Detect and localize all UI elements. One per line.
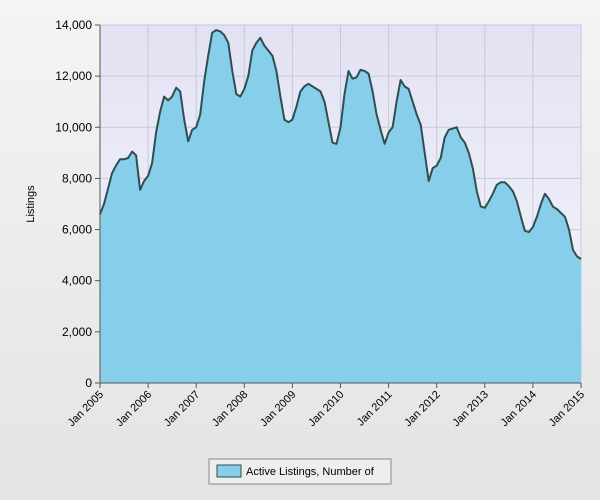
legend-swatch <box>216 464 242 478</box>
y-tick-label: 6,000 <box>62 223 92 237</box>
legend-label: Active Listings, Number of <box>246 466 375 478</box>
y-tick-label: 10,000 <box>55 120 92 134</box>
area-line <box>99 29 582 260</box>
y-tick-label: 2,000 <box>62 325 92 339</box>
y-tick-label: 14,000 <box>55 18 92 32</box>
y-tick-label: 4,000 <box>62 274 92 288</box>
y-axis-label: Listings <box>25 185 37 223</box>
y-tick-label: 0 <box>85 376 92 390</box>
y-tick-label: 8,000 <box>62 171 92 185</box>
y-tick-label: 12,000 <box>55 69 92 83</box>
legend: Active Listings, Number of <box>208 458 392 485</box>
area-fill <box>100 30 581 383</box>
